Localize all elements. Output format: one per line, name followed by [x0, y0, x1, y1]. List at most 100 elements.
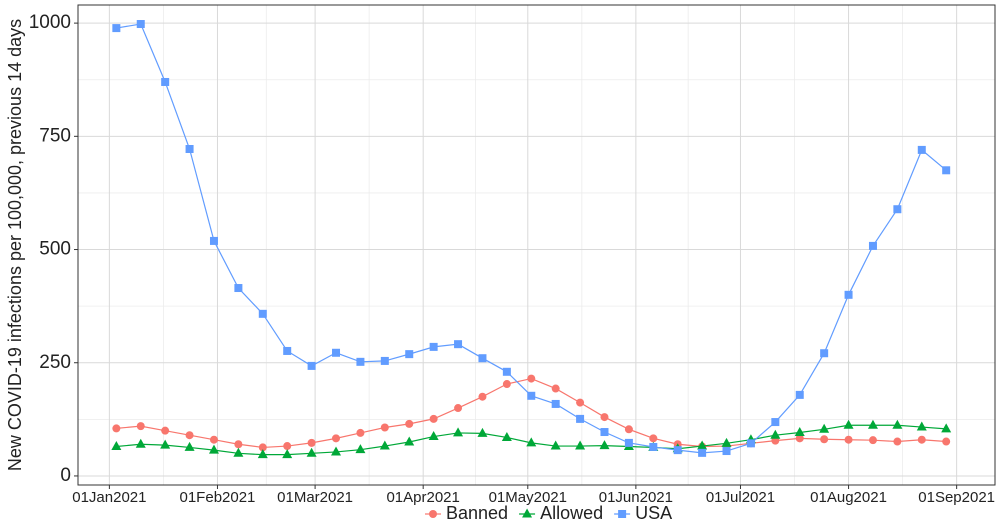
x-tick-label: 01Apr2021 — [386, 489, 459, 506]
point — [112, 24, 121, 33]
point — [551, 384, 560, 393]
point — [332, 348, 341, 357]
point — [453, 427, 464, 437]
point — [501, 431, 512, 441]
point — [600, 428, 609, 437]
x-tick-label: 01Aug2021 — [810, 489, 887, 506]
point — [185, 145, 194, 153]
x-tick-label: 01Sep2021 — [918, 489, 995, 506]
point — [942, 437, 951, 446]
point — [429, 414, 438, 423]
point — [185, 431, 194, 440]
point — [917, 435, 926, 444]
point — [161, 77, 170, 86]
y-tick-label: 250 — [39, 352, 71, 373]
point — [502, 367, 511, 376]
x-tick-label: 01May2021 — [489, 489, 567, 506]
point — [550, 440, 561, 450]
point — [112, 424, 121, 433]
y-tick-label: 500 — [39, 239, 71, 260]
point — [893, 437, 902, 446]
point — [892, 419, 903, 429]
point — [721, 437, 732, 447]
x-tick-label: 01Mar2021 — [277, 489, 353, 506]
point — [942, 166, 951, 175]
point — [429, 342, 438, 351]
point — [527, 374, 536, 383]
point — [233, 447, 244, 457]
point — [477, 427, 488, 437]
point — [136, 20, 145, 29]
point — [234, 284, 243, 293]
x-tick-label: 01Jul2021 — [706, 489, 775, 506]
point — [404, 436, 415, 446]
series-line — [116, 23, 947, 454]
legend-label: Allowed — [540, 503, 603, 523]
legend-marker — [522, 508, 533, 518]
point — [795, 390, 804, 399]
point — [307, 361, 316, 370]
point — [649, 442, 658, 451]
point — [624, 438, 633, 447]
point — [746, 439, 755, 448]
point — [599, 440, 610, 450]
point — [208, 444, 219, 454]
point — [161, 426, 170, 435]
point — [405, 350, 414, 359]
point — [283, 346, 292, 355]
point — [405, 419, 414, 428]
plot-border — [77, 4, 996, 486]
point — [770, 429, 781, 439]
point — [184, 441, 195, 451]
legend-marker — [429, 510, 437, 518]
point — [234, 440, 243, 449]
point — [868, 241, 877, 250]
point — [575, 440, 586, 450]
point — [454, 340, 463, 349]
point — [454, 404, 463, 413]
point — [209, 236, 218, 245]
point — [478, 354, 487, 363]
legend-label: USA — [635, 503, 672, 523]
point — [428, 431, 439, 441]
point — [722, 447, 731, 456]
point — [379, 440, 390, 450]
point — [209, 435, 218, 444]
point — [868, 436, 877, 445]
legend-entry: Banned — [425, 503, 508, 523]
point — [258, 309, 267, 318]
point — [844, 435, 853, 444]
point — [258, 443, 267, 452]
point — [380, 356, 389, 365]
point — [893, 205, 902, 214]
y-axis-title: New COVID-19 infections per 100,000, pre… — [5, 19, 25, 471]
point — [698, 448, 707, 457]
point — [820, 435, 829, 444]
point — [576, 398, 585, 407]
point — [794, 426, 805, 436]
point — [283, 442, 292, 451]
legend-marker — [618, 510, 627, 518]
point — [160, 439, 171, 449]
point — [282, 449, 293, 459]
point — [257, 449, 268, 459]
point — [819, 423, 830, 433]
legend: Banned Allowed USA — [425, 503, 672, 523]
point — [526, 437, 537, 447]
y-tick-label: 750 — [39, 125, 71, 146]
legend-entry: Allowed — [519, 503, 603, 523]
point — [820, 349, 829, 358]
point — [478, 392, 487, 401]
point — [624, 425, 633, 434]
point — [551, 399, 560, 408]
point — [795, 434, 804, 443]
point — [697, 440, 708, 450]
point — [307, 438, 316, 447]
point — [356, 357, 365, 366]
x-tick-label: 01Feb2021 — [180, 489, 256, 506]
point — [306, 447, 317, 457]
point — [380, 423, 389, 432]
legend-label: Banned — [446, 503, 508, 523]
point — [135, 438, 146, 448]
